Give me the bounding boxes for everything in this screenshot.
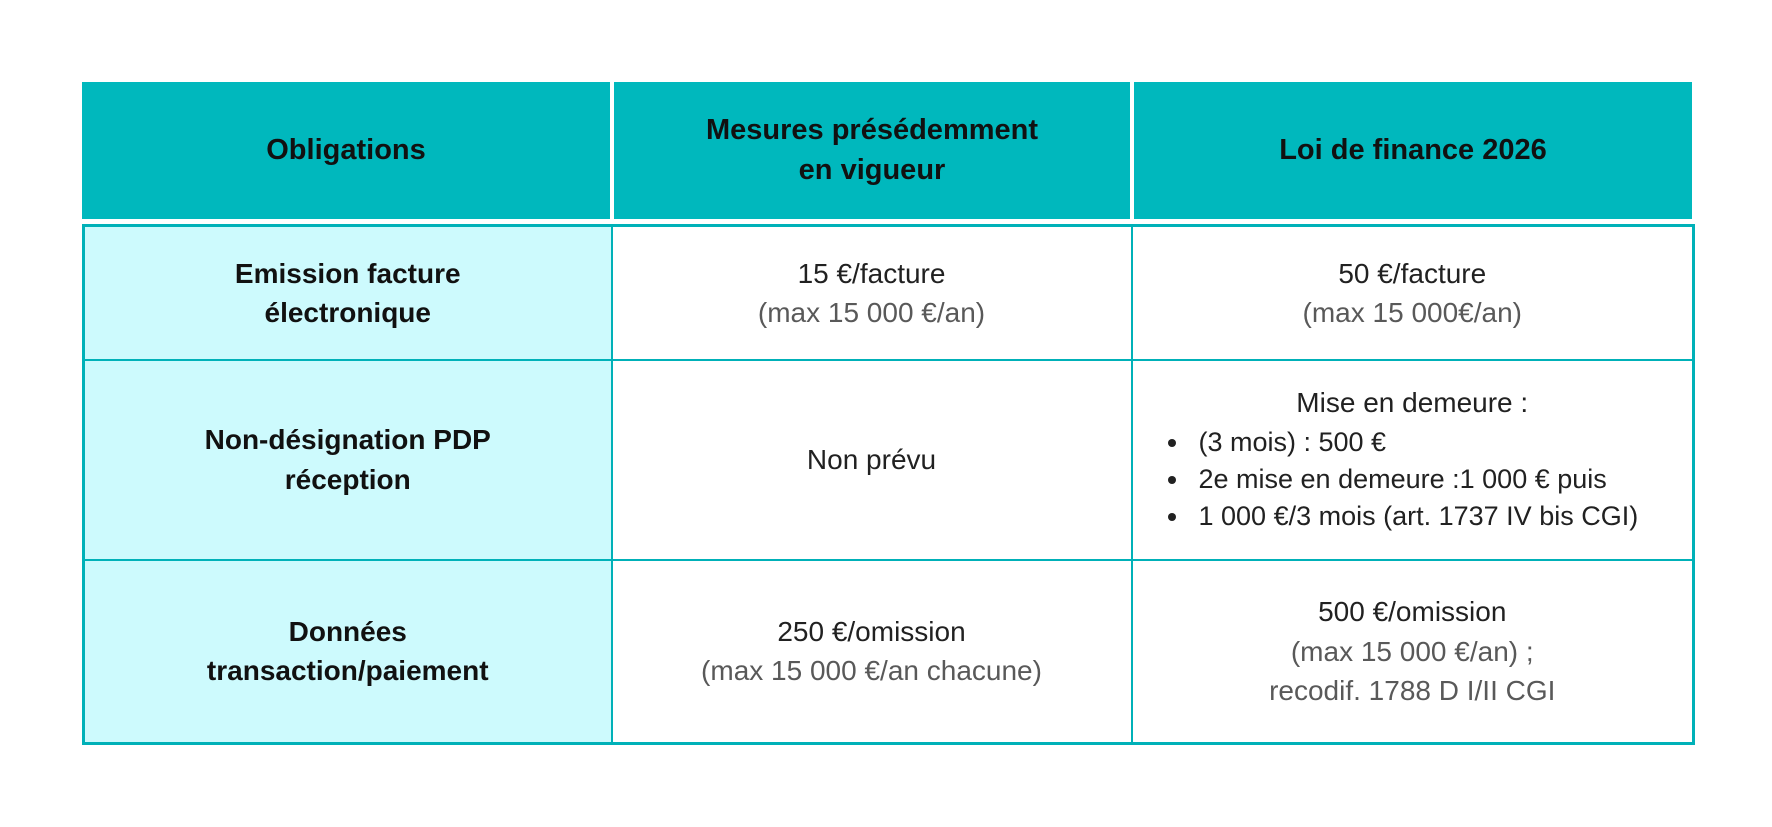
cell-note: (max 15 000 €/an chacune) xyxy=(701,655,1042,687)
cell-before: 15 €/facture (max 15 000 €/an) xyxy=(610,224,1133,361)
header-cell-previous-measures: Mesures présédemment en vigueur xyxy=(610,82,1130,219)
cell-title: Mise en demeure : xyxy=(1296,386,1529,418)
row-label: Non-désignation PDP réception xyxy=(82,358,613,561)
bullet-list: (3 mois) : 500 € 2e mise en demeure :1 0… xyxy=(1143,424,1683,536)
cell-note: (max 15 000€/an) xyxy=(1302,296,1522,328)
cell-note: (max 15 000 €/an) ; recodif. 1788 D I/II… xyxy=(1269,635,1556,706)
row-label: Données transaction/paiement xyxy=(82,558,613,745)
table-row-emission-facture: Emission facture électronique 15 €/factu… xyxy=(82,224,1695,361)
penalty-comparison-table: Obligations Mesures présédemment en vigu… xyxy=(82,82,1695,745)
header-cell-obligations: Obligations xyxy=(82,82,610,219)
cell-after: 500 €/omission (max 15 000 €/an) ; recod… xyxy=(1130,558,1695,745)
cell-after: 50 €/facture (max 15 000€/an) xyxy=(1130,224,1695,361)
table-row-non-designation-pdp: Non-désignation PDP réception Non prévu … xyxy=(82,358,1695,561)
bullet-item: (3 mois) : 500 € xyxy=(1191,424,1683,461)
table-header-row: Obligations Mesures présédemment en vigu… xyxy=(82,82,1692,219)
cell-main-value: 500 €/omission xyxy=(1318,596,1507,628)
cell-main-value: 250 €/omission xyxy=(777,616,966,648)
cell-after: Mise en demeure : (3 mois) : 500 € 2e mi… xyxy=(1130,358,1695,561)
header-cell-finance-law-2026: Loi de finance 2026 xyxy=(1130,82,1692,219)
cell-note: (max 15 000 €/an) xyxy=(757,296,986,328)
bullet-item: 1 000 €/3 mois (art. 1737 IV bis CGI) xyxy=(1191,498,1683,535)
table-body: Emission facture électronique 15 €/factu… xyxy=(82,224,1695,745)
cell-main-value: 15 €/facture xyxy=(797,257,946,289)
cell-main-value: Non prévu xyxy=(806,443,937,475)
row-label: Emission facture électronique xyxy=(82,224,613,361)
table-row-donnees-transaction: Données transaction/paiement 250 €/omiss… xyxy=(82,558,1695,745)
cell-main-value: 50 €/facture xyxy=(1338,257,1487,289)
cell-before: Non prévu xyxy=(610,358,1133,561)
bullet-item: 2e mise en demeure :1 000 € puis xyxy=(1191,461,1683,498)
cell-before: 250 €/omission (max 15 000 €/an chacune) xyxy=(610,558,1133,745)
